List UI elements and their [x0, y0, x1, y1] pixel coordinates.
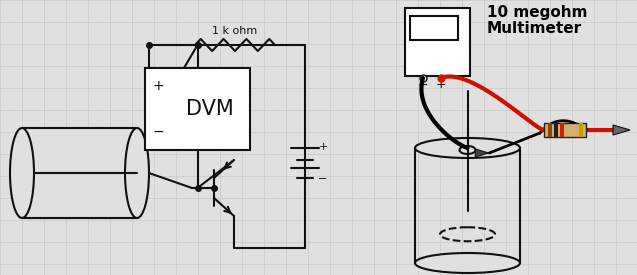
Ellipse shape: [415, 138, 520, 158]
Bar: [544, 123, 586, 137]
Bar: [145, 68, 250, 150]
Ellipse shape: [415, 253, 520, 273]
Polygon shape: [613, 125, 630, 135]
Ellipse shape: [459, 146, 475, 154]
Text: −: −: [318, 174, 327, 184]
Text: +: +: [152, 79, 164, 93]
Bar: [560, 123, 564, 137]
Text: −: −: [418, 78, 428, 92]
Text: 10 megohm: 10 megohm: [487, 5, 587, 20]
Text: +: +: [436, 78, 447, 92]
Text: Multimeter: Multimeter: [487, 21, 582, 36]
Text: 1 k ohm: 1 k ohm: [212, 26, 257, 36]
Polygon shape: [475, 149, 489, 157]
Bar: [22, 128, 137, 218]
Ellipse shape: [10, 128, 34, 218]
Text: DVM: DVM: [186, 99, 234, 119]
Bar: [410, 16, 458, 40]
Bar: [548, 123, 552, 137]
Bar: [579, 123, 583, 137]
Ellipse shape: [125, 128, 149, 218]
Text: −: −: [152, 125, 164, 139]
Text: +: +: [318, 142, 327, 152]
Bar: [554, 123, 558, 137]
Bar: [405, 8, 470, 76]
